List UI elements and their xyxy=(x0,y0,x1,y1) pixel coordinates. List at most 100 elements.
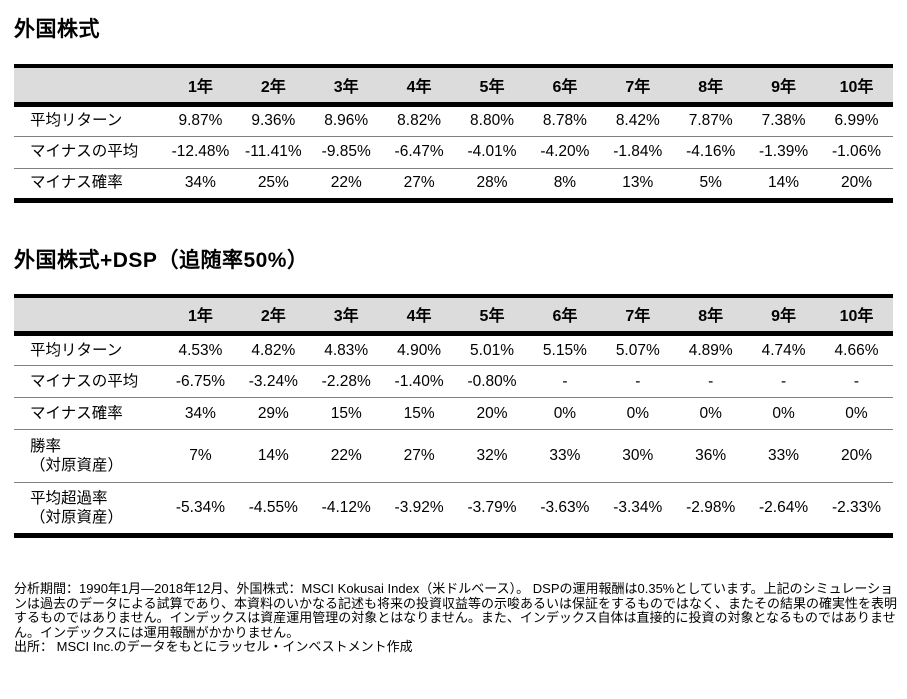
value-cell: 27% xyxy=(403,447,435,464)
value-cell: 34% xyxy=(184,404,216,422)
value-cell: -1.39% xyxy=(759,143,809,160)
value-cell: 8.82% xyxy=(397,112,442,129)
value-cell: 5.15% xyxy=(542,341,587,359)
value-cell: -4.01% xyxy=(467,143,517,160)
table-body: 平均リターン 4.53% 4.82% 4.83% 4.90% 5.01% 5.15% 5.07… xyxy=(14,334,893,536)
value-cell: -3.24% xyxy=(248,372,298,390)
value-cell: 28% xyxy=(476,174,508,191)
value-cell: 8.78% xyxy=(542,112,587,129)
value-cell: 8% xyxy=(553,174,577,191)
value-cell: 8.80% xyxy=(470,112,514,129)
section-title-foreign-equity: 外国株式 xyxy=(14,18,100,41)
column-header: 10年 xyxy=(839,78,874,96)
value-cell: 4.83% xyxy=(324,341,369,359)
column-header: 8年 xyxy=(698,308,724,326)
value-cell: 34% xyxy=(184,174,216,191)
value-cell: 15% xyxy=(330,404,362,422)
value-cell: 4.82% xyxy=(251,341,296,359)
value-cell: 0% xyxy=(699,404,722,422)
value-cell: -4.12% xyxy=(321,499,371,516)
row-label: マイナスの平均 xyxy=(30,143,139,161)
value-cell: 9.36% xyxy=(251,112,296,129)
header-row: 1年 2年 3年 4年 5年 6年 7年 8年 9年 10年 xyxy=(14,66,893,104)
value-cell: 7.87% xyxy=(688,112,733,129)
corner-cell xyxy=(14,66,164,104)
value-cell: 32% xyxy=(476,447,508,464)
value-cell: 8.42% xyxy=(615,112,660,129)
row-label: 平均リターン xyxy=(30,341,123,359)
value-cell: 0% xyxy=(626,404,649,422)
row-label: マイナスの平均 xyxy=(30,372,139,390)
value-cell: -0.80% xyxy=(467,372,517,390)
row-label: 平均超過率 （対原資産） xyxy=(30,489,124,526)
value-cell: 4.90% xyxy=(397,341,442,359)
value-cell: -3.79% xyxy=(467,499,517,516)
row-label: 勝率 （対原資産） xyxy=(30,437,124,474)
value-cell: 33% xyxy=(549,447,581,464)
value-cell: 25% xyxy=(257,174,289,191)
column-header: 9年 xyxy=(771,308,797,326)
value-cell: -2.64% xyxy=(759,499,809,516)
value-cell: 5.01% xyxy=(470,341,514,359)
table-row: 平均リターン 4.53% 4.82% 4.83% 4.90% 5.01% 5.15% 5.07… xyxy=(14,334,893,366)
value-cell: - xyxy=(562,372,568,390)
column-header: 8年 xyxy=(698,78,724,96)
column-header: 10年 xyxy=(839,308,874,326)
value-cell: -3.34% xyxy=(613,499,663,516)
table-row: マイナス確率 34% 25% 22% 27% 28% 8% 13% 5% 14% 20% xyxy=(14,168,893,200)
table-row: マイナス確率 34% 29% 15% 15% 20% 0% 0% 0% 0% 0% xyxy=(14,398,893,430)
foreign-equity-dsp-table: 1年 2年 3年 4年 5年 6年 7年 8年 9年 10年 平均リターン 4.53% 4.82% 4.… xyxy=(14,293,893,538)
value-cell: -2.33% xyxy=(831,499,882,516)
table-row: マイナスの平均 -6.75% -3.24% -2.28% -1.40% -0.80% - - -… xyxy=(14,366,893,398)
value-cell: - xyxy=(708,372,714,390)
column-header: 1年 xyxy=(187,308,213,326)
column-header: 7年 xyxy=(625,78,651,96)
column-header: 6年 xyxy=(552,78,578,96)
value-cell: -9.85% xyxy=(321,143,371,160)
column-header: 5年 xyxy=(479,78,505,96)
column-header: 4年 xyxy=(406,308,432,326)
value-cell: 8.96% xyxy=(324,112,369,129)
value-cell: - xyxy=(635,372,641,390)
column-header: 6年 xyxy=(552,308,578,326)
value-cell: 4.66% xyxy=(834,341,879,359)
column-header: 9年 xyxy=(771,78,797,96)
value-cell: -1.06% xyxy=(831,143,882,160)
header-row: 1年 2年 3年 4年 5年 6年 7年 8年 9年 10年 xyxy=(14,295,893,334)
column-header: 7年 xyxy=(625,308,651,326)
table-row: マイナスの平均 -12.48% -11.41% -9.85% -6.47% -4.01% -… xyxy=(14,136,893,168)
value-cell: 36% xyxy=(695,447,727,464)
value-cell: 4.53% xyxy=(178,341,223,359)
value-cell: 20% xyxy=(840,174,873,191)
value-cell: 9.87% xyxy=(178,112,223,129)
column-header: 3年 xyxy=(333,78,359,96)
value-cell: - xyxy=(780,372,787,390)
column-header: 5年 xyxy=(479,308,505,326)
value-cell: 20% xyxy=(840,447,873,464)
column-header: 2年 xyxy=(260,78,286,96)
value-cell: -6.75% xyxy=(175,372,225,390)
value-cell: 33% xyxy=(768,447,800,464)
value-cell: -3.92% xyxy=(394,499,444,516)
value-cell: 13% xyxy=(622,174,654,191)
column-header: 4年 xyxy=(406,78,432,96)
table-body: 平均リターン 9.87% 9.36% 8.96% 8.82% 8.80% 8.78% 8.42… xyxy=(14,104,893,200)
value-cell: -1.40% xyxy=(394,372,444,390)
column-header: 1年 xyxy=(187,78,213,96)
value-cell: 29% xyxy=(257,404,289,422)
column-header: 3年 xyxy=(333,308,359,326)
value-cell: 5.07% xyxy=(615,341,660,359)
value-cell: 22% xyxy=(330,174,362,191)
value-cell: 30% xyxy=(622,447,654,464)
row-label: 平均リターン xyxy=(30,112,123,130)
footnote-text: 分析期間：1990年1月―2018年12月、外国株式：MSCI Kokusai … xyxy=(14,581,897,640)
value-cell: 22% xyxy=(330,447,362,464)
source-line: 出所： MSCI Inc.のデータをもとにラッセル・インベストメント作成 xyxy=(14,639,413,654)
value-cell: 4.74% xyxy=(761,341,806,359)
value-cell: 20% xyxy=(476,404,508,422)
value-cell: -4.20% xyxy=(540,143,590,160)
value-cell: -6.47% xyxy=(394,143,444,160)
value-cell: -4.16% xyxy=(686,143,736,160)
row-label: マイナス確率 xyxy=(30,174,123,192)
table-row: 平均リターン 9.87% 9.36% 8.96% 8.82% 8.80% 8.78% 8.42… xyxy=(14,104,893,136)
